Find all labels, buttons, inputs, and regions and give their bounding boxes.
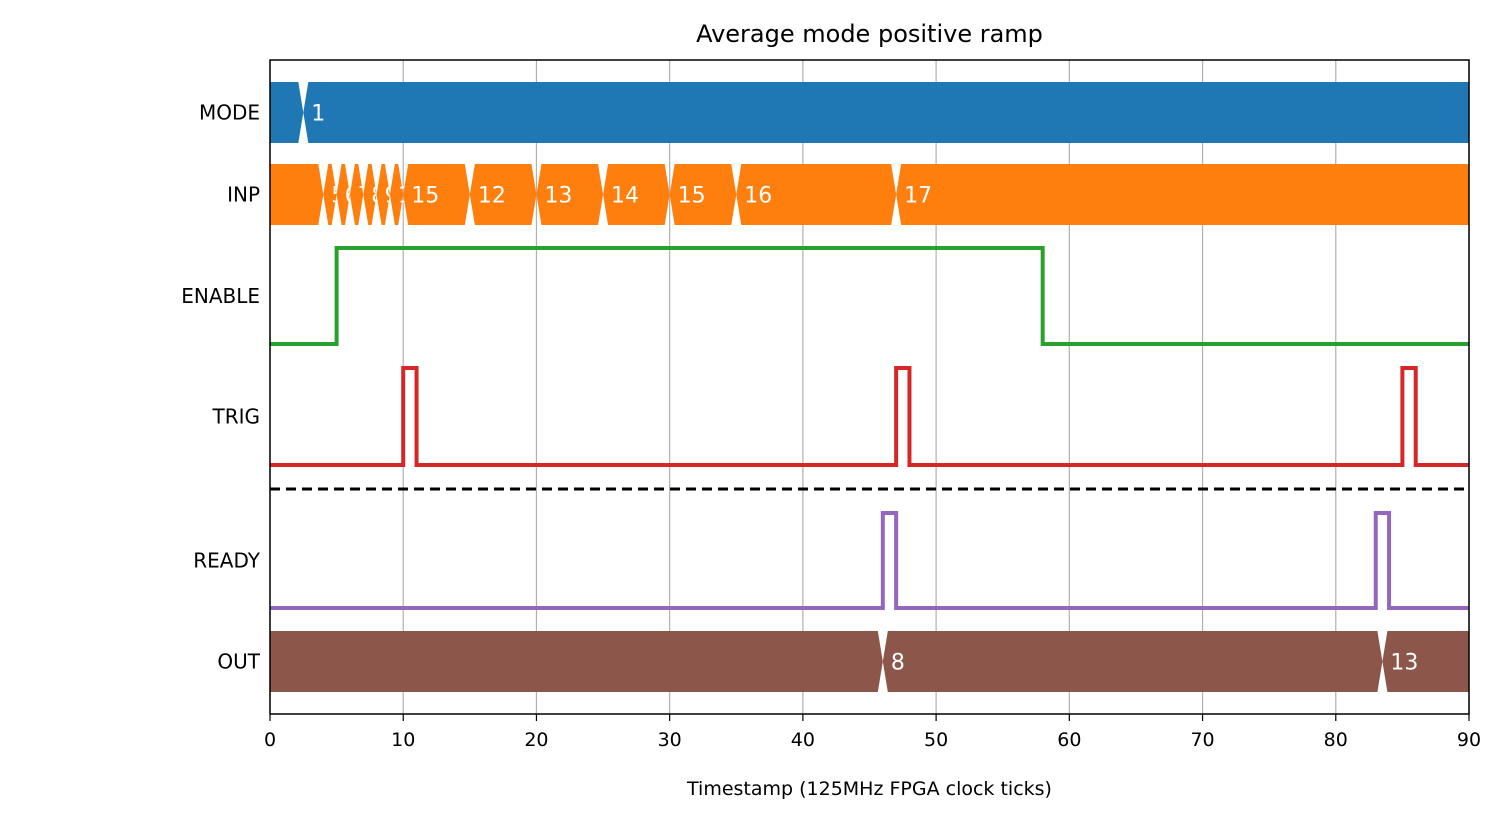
x-tick-label: 30 (658, 729, 682, 751)
bus-segment-out (1382, 631, 1469, 692)
x-tick-label: 70 (1190, 729, 1214, 751)
bus-segment-inp (403, 164, 470, 225)
bus-value-inp: 14 (611, 184, 639, 209)
bus-segment-inp (469, 164, 537, 225)
bus-segment-out (270, 631, 883, 692)
bus-segment-inp (270, 164, 324, 225)
bus-segment-inp (336, 164, 350, 225)
x-tick-label: 10 (391, 729, 415, 751)
x-tick-label: 40 (791, 729, 815, 751)
bus-segment-mode (303, 82, 1469, 143)
x-tick-label: 50 (924, 729, 948, 751)
x-tick-label: 0 (264, 729, 276, 751)
signal-label-inp: INP (227, 183, 260, 207)
waveform-trig (270, 366, 1469, 467)
x-axis-label: Timestamp (125MHz FPGA clock ticks) (686, 778, 1052, 800)
x-tick-label: 20 (524, 729, 548, 751)
signal-label-mode: MODE (199, 101, 260, 125)
bus-segment-inp (363, 164, 377, 225)
signal-label-trig: TRIG (211, 405, 260, 429)
bus-segment-inp (323, 164, 337, 225)
bus-segment-mode (270, 82, 304, 143)
bus-segment-inp (603, 164, 670, 225)
bus-value-inp: 16 (744, 184, 772, 209)
signal-label-enable: ENABLE (181, 284, 260, 308)
x-tick-label: 60 (1057, 729, 1081, 751)
chart-title: Average mode positive ramp (696, 20, 1043, 48)
bus-value-inp: 17 (904, 184, 932, 209)
bus-value-inp: 15 (678, 184, 706, 209)
signal-label-ready: READY (193, 549, 261, 573)
bus-segment-inp (389, 164, 404, 225)
waveform-ready (270, 511, 1469, 610)
bus-segment-inp (669, 164, 737, 225)
bus-segment-inp (349, 164, 364, 225)
bus-value-out: 8 (891, 651, 905, 676)
signal-label-out: OUT (217, 650, 260, 674)
x-tick-label: 90 (1457, 729, 1481, 751)
bus-segment-out (882, 631, 1383, 692)
bus-value-mode: 1 (311, 102, 325, 127)
bus-value-out: 13 (1390, 651, 1418, 676)
bus-value-inp: 13 (544, 184, 572, 209)
bus-segment-inp (896, 164, 1469, 225)
bus-value-inp: 12 (478, 184, 506, 209)
bus-segment-inp (376, 164, 390, 225)
x-tick-label: 80 (1324, 729, 1348, 751)
waveform-enable (270, 246, 1469, 346)
bus-value-inp: 15 (411, 184, 439, 209)
bus-segment-inp (536, 164, 604, 225)
plot-frame (269, 59, 1470, 715)
bus-segment-inp (736, 164, 897, 225)
